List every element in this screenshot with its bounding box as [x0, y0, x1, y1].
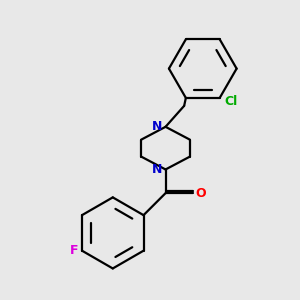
Text: Cl: Cl [224, 95, 237, 108]
Text: N: N [152, 163, 162, 176]
Text: F: F [70, 244, 79, 257]
Text: N: N [152, 120, 162, 133]
Text: O: O [196, 187, 206, 200]
